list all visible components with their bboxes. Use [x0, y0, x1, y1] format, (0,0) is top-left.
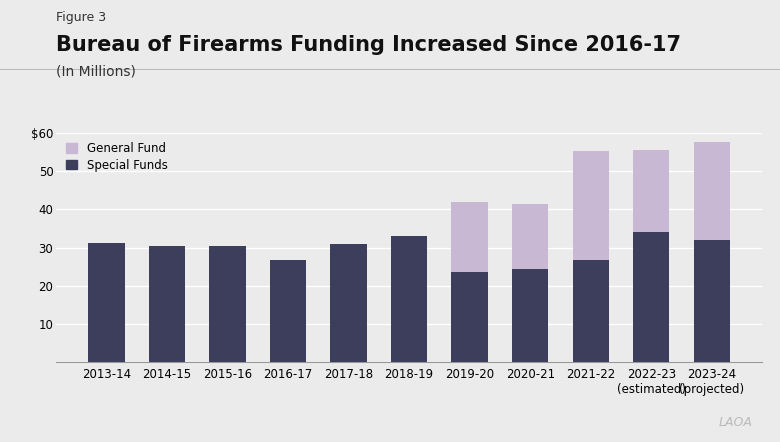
- Bar: [693, 240, 730, 362]
- Bar: [633, 150, 669, 232]
- Bar: [452, 272, 488, 362]
- Bar: [512, 269, 548, 362]
- Text: (In Millions): (In Millions): [56, 64, 136, 78]
- Bar: [391, 236, 427, 362]
- Bar: [209, 246, 246, 362]
- Text: Figure 3: Figure 3: [56, 11, 106, 24]
- Bar: [149, 246, 185, 362]
- Text: LAOA: LAOA: [719, 416, 753, 429]
- Legend: General Fund, Special Funds: General Fund, Special Funds: [62, 138, 172, 175]
- Bar: [331, 244, 367, 362]
- Bar: [88, 243, 125, 362]
- Bar: [633, 232, 669, 362]
- Text: Bureau of Firearms Funding Increased Since 2016-17: Bureau of Firearms Funding Increased Sin…: [56, 35, 681, 55]
- Bar: [452, 202, 488, 272]
- Bar: [693, 142, 730, 240]
- Bar: [512, 204, 548, 269]
- Bar: [573, 260, 609, 362]
- Bar: [270, 260, 307, 362]
- Bar: [573, 151, 609, 260]
